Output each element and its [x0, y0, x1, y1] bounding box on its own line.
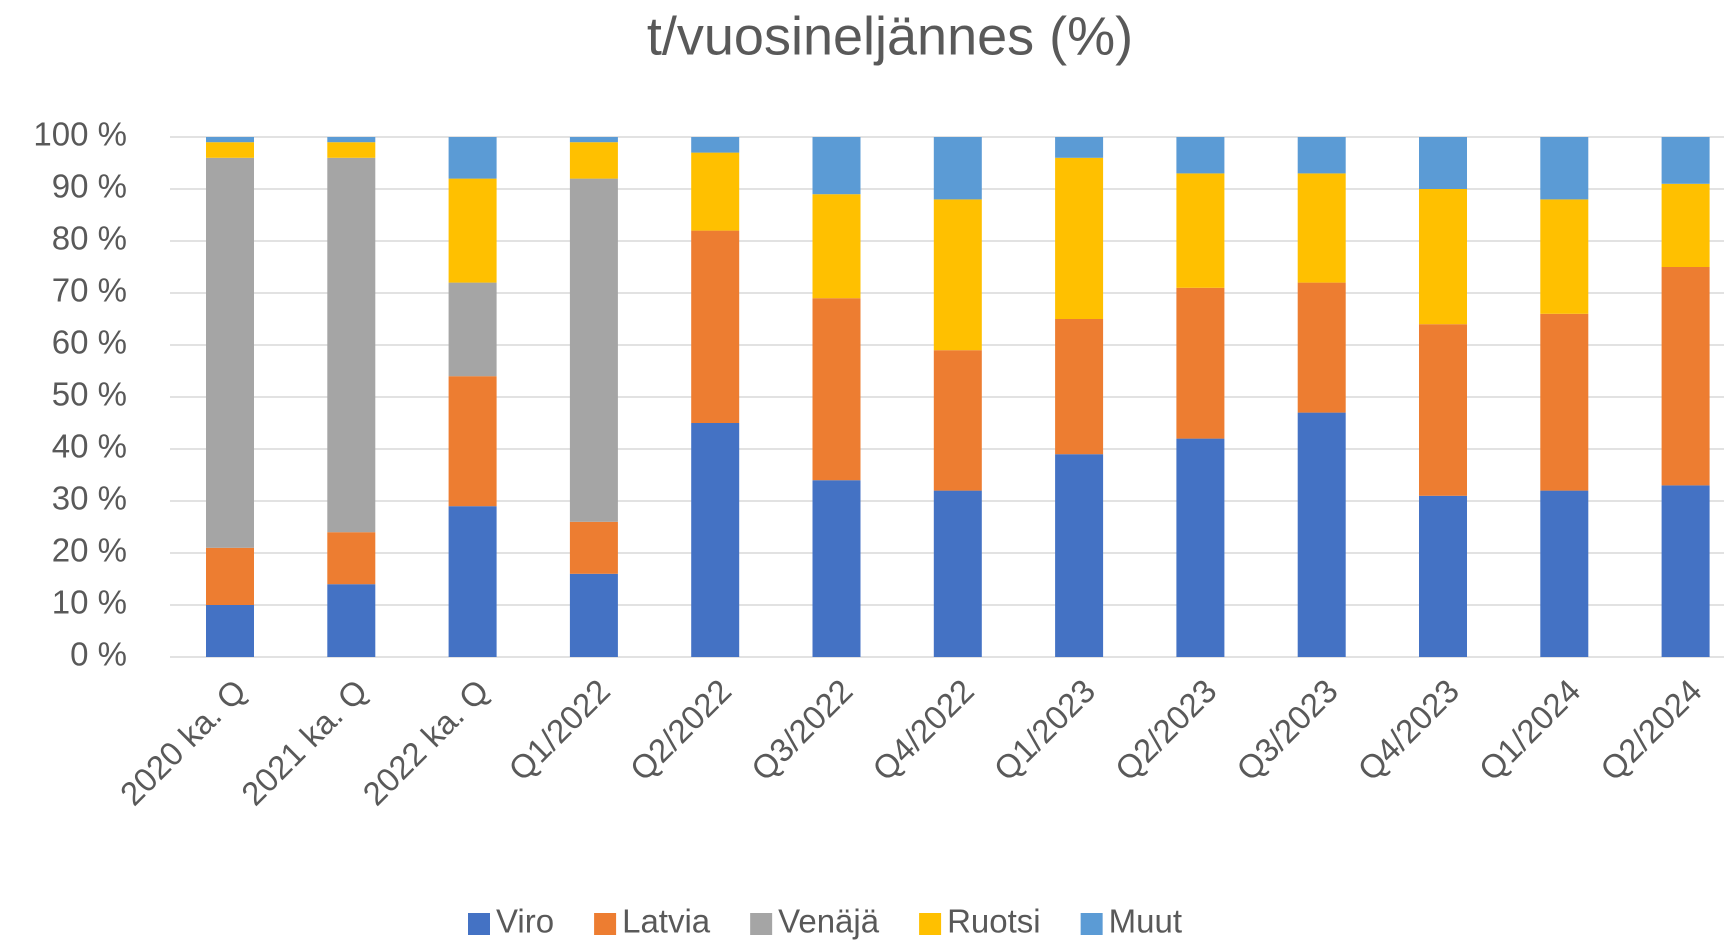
bar-segment — [448, 137, 497, 179]
bar-segment — [812, 194, 861, 299]
bar-segment — [206, 142, 254, 158]
bar-segment — [1419, 495, 1467, 657]
bar-segment — [1297, 412, 1346, 657]
bar-segment — [569, 573, 618, 657]
x-tick-label: Q2/2023 — [1108, 672, 1224, 788]
y-tick-label: 20 % — [52, 532, 127, 569]
x-tick-label: Q4/2022 — [865, 672, 981, 788]
bar-segment — [448, 178, 497, 283]
x-tick-label: Q2/2022 — [623, 672, 739, 788]
x-tick-label: Q4/2023 — [1350, 672, 1466, 788]
bar-segment — [327, 157, 376, 533]
bar-segment — [1540, 137, 1589, 200]
bar-segment — [206, 605, 254, 657]
bar-segment — [812, 298, 861, 481]
bar-segment — [206, 157, 254, 548]
bar-segment — [327, 532, 376, 585]
bar-segment — [1661, 183, 1710, 267]
legend-swatch — [468, 913, 490, 935]
legend-label: Viro — [496, 903, 554, 940]
bar-segment — [1419, 189, 1467, 325]
bar-segment — [1297, 282, 1346, 413]
bar-segment — [1540, 313, 1589, 491]
bar-segment — [1055, 157, 1104, 319]
legend-swatch — [594, 913, 617, 935]
bar-segment — [569, 178, 618, 522]
bar-segment — [448, 376, 497, 507]
x-tick-label: Q2/2024 — [1593, 672, 1709, 788]
x-tick-label: 2022 ka. Q — [355, 672, 495, 812]
bar-segment — [448, 282, 497, 377]
y-tick-label: 90 % — [52, 168, 127, 205]
bar-segment — [327, 142, 376, 158]
bar-segment — [812, 137, 861, 195]
bar-segment — [1540, 199, 1589, 314]
bar-segment — [691, 230, 740, 423]
bar-segment — [1055, 319, 1104, 455]
bar-segment — [327, 137, 376, 143]
y-tick-label: 40 % — [52, 428, 127, 465]
y-tick-label: 60 % — [52, 324, 127, 361]
bar-segment — [1661, 485, 1710, 657]
bar-segment — [1419, 324, 1467, 496]
bar-segment — [327, 584, 376, 657]
bar-segment — [933, 199, 982, 351]
bar-segment — [691, 423, 740, 657]
y-tick-label: 50 % — [52, 376, 127, 413]
bar-segment — [1419, 137, 1467, 189]
legend-label: Muut — [1109, 903, 1182, 940]
bar-segment — [933, 137, 982, 200]
bar-segment — [1540, 490, 1589, 657]
bar-segment — [1297, 173, 1346, 283]
y-tick-label: 10 % — [52, 584, 127, 621]
bar-segment — [1176, 137, 1225, 174]
bar-segment — [1661, 137, 1710, 184]
y-tick-label: 100 % — [33, 116, 127, 153]
legend-swatch — [919, 913, 942, 935]
bar-segment — [569, 142, 618, 179]
bar-segment — [1661, 267, 1710, 486]
bar-segment — [1176, 287, 1225, 439]
bar-segment — [1297, 137, 1346, 174]
bar-segment — [933, 350, 982, 491]
y-tick-label: 70 % — [52, 272, 127, 309]
x-tick-label: Q1/2022 — [501, 672, 617, 788]
bar-segment — [1055, 137, 1104, 158]
bar-segment — [691, 152, 740, 231]
y-tick-label: 80 % — [52, 220, 127, 257]
x-tick-label: Q1/2024 — [1472, 672, 1588, 788]
y-tick-label: 0 % — [70, 636, 127, 673]
legend-label: Venäjä — [778, 903, 880, 940]
x-tick-label: 2020 ka. Q — [113, 672, 253, 812]
bar-segment — [569, 137, 618, 143]
x-tick-label: Q1/2023 — [987, 672, 1103, 788]
x-tick-label: Q3/2023 — [1229, 672, 1345, 788]
legend-swatch — [750, 913, 773, 935]
bar-segment — [569, 521, 618, 574]
legend-swatch — [1080, 913, 1103, 935]
bar-segment — [812, 480, 861, 657]
bar-segment — [1055, 454, 1104, 657]
bar-segment — [206, 137, 254, 143]
bar-segment — [933, 490, 982, 657]
x-tick-label: 2021 ka. Q — [234, 672, 374, 812]
legend-label: Ruotsi — [947, 903, 1041, 940]
chart-title: t/vuosineljännes (%) — [647, 6, 1133, 66]
bar-segment — [1176, 173, 1225, 288]
y-tick-label: 30 % — [52, 480, 127, 517]
x-tick-label: Q3/2022 — [744, 672, 860, 788]
bar-segment — [1176, 438, 1225, 657]
bar-segment — [448, 506, 497, 657]
legend-label: Latvia — [622, 903, 711, 940]
bar-segment — [206, 547, 254, 605]
bar-segment — [691, 137, 740, 153]
